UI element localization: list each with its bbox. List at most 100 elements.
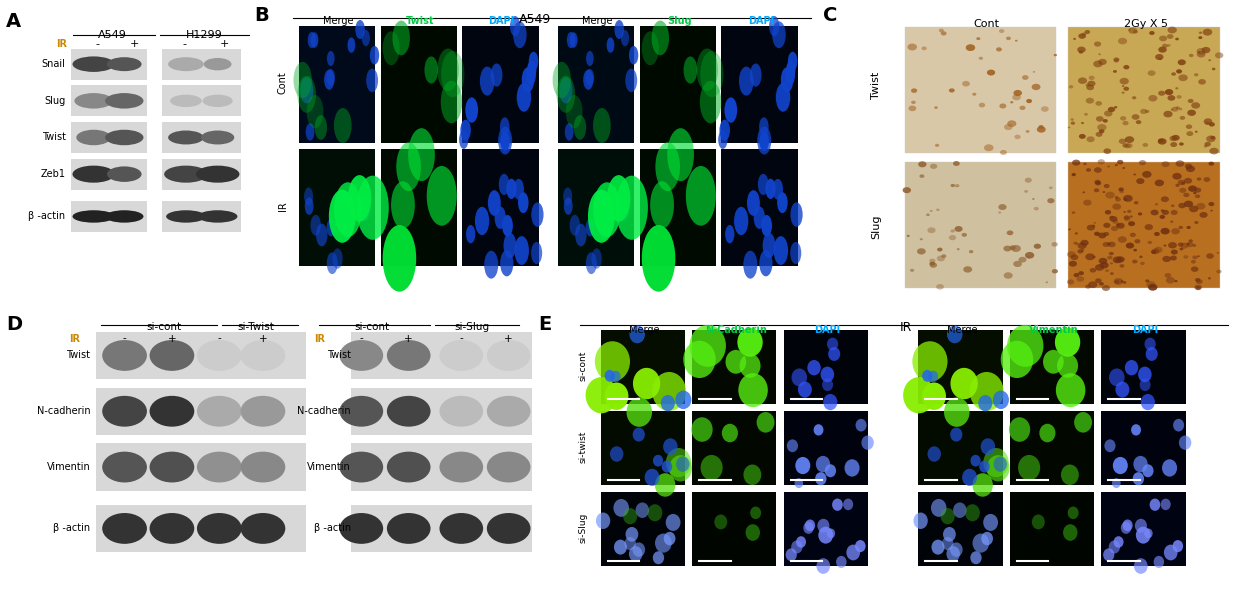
Circle shape bbox=[930, 259, 936, 263]
Ellipse shape bbox=[795, 457, 811, 474]
Circle shape bbox=[1167, 34, 1174, 39]
Circle shape bbox=[1067, 280, 1075, 284]
Ellipse shape bbox=[552, 62, 571, 98]
Ellipse shape bbox=[607, 175, 630, 221]
Circle shape bbox=[1096, 278, 1102, 283]
Ellipse shape bbox=[817, 519, 829, 533]
Circle shape bbox=[1104, 110, 1113, 116]
Circle shape bbox=[1160, 215, 1165, 219]
Circle shape bbox=[1188, 54, 1193, 57]
Ellipse shape bbox=[1140, 394, 1155, 410]
Ellipse shape bbox=[441, 51, 464, 97]
Circle shape bbox=[1104, 184, 1109, 188]
Ellipse shape bbox=[327, 69, 335, 86]
Ellipse shape bbox=[614, 539, 626, 554]
Text: -: - bbox=[359, 334, 363, 344]
Circle shape bbox=[1094, 264, 1104, 271]
Ellipse shape bbox=[594, 341, 630, 382]
Circle shape bbox=[966, 44, 976, 51]
Ellipse shape bbox=[105, 130, 144, 145]
Circle shape bbox=[1113, 58, 1119, 62]
Circle shape bbox=[1216, 269, 1222, 274]
Ellipse shape bbox=[563, 187, 572, 205]
Ellipse shape bbox=[386, 340, 431, 371]
Circle shape bbox=[1170, 256, 1177, 260]
Circle shape bbox=[1078, 77, 1087, 84]
Ellipse shape bbox=[847, 545, 860, 560]
Circle shape bbox=[1139, 256, 1143, 258]
Ellipse shape bbox=[613, 499, 629, 517]
Ellipse shape bbox=[500, 117, 510, 136]
Circle shape bbox=[1088, 76, 1094, 80]
Circle shape bbox=[927, 227, 936, 233]
Circle shape bbox=[948, 235, 956, 240]
Ellipse shape bbox=[494, 206, 506, 229]
Circle shape bbox=[1109, 216, 1118, 222]
Circle shape bbox=[1150, 209, 1159, 215]
Ellipse shape bbox=[931, 539, 945, 554]
Circle shape bbox=[1114, 278, 1123, 285]
Circle shape bbox=[1122, 92, 1124, 94]
Ellipse shape bbox=[614, 20, 624, 39]
Ellipse shape bbox=[569, 32, 577, 48]
Ellipse shape bbox=[527, 61, 536, 79]
Circle shape bbox=[1107, 166, 1110, 167]
Ellipse shape bbox=[980, 438, 995, 455]
Text: -: - bbox=[182, 39, 187, 49]
Text: Slug: Slug bbox=[667, 16, 691, 26]
Circle shape bbox=[909, 106, 916, 111]
Circle shape bbox=[930, 164, 937, 169]
Text: Snail: Snail bbox=[42, 59, 66, 69]
Text: Cont: Cont bbox=[277, 71, 287, 94]
Ellipse shape bbox=[521, 67, 535, 92]
Ellipse shape bbox=[994, 457, 1006, 472]
Circle shape bbox=[1171, 109, 1174, 110]
Ellipse shape bbox=[655, 142, 680, 191]
Ellipse shape bbox=[617, 196, 630, 221]
Circle shape bbox=[1078, 34, 1086, 39]
Ellipse shape bbox=[914, 512, 927, 529]
Circle shape bbox=[1171, 205, 1175, 207]
Ellipse shape bbox=[425, 56, 438, 83]
Ellipse shape bbox=[240, 396, 285, 427]
Ellipse shape bbox=[750, 506, 761, 519]
Ellipse shape bbox=[744, 464, 761, 485]
Circle shape bbox=[1188, 239, 1193, 242]
Ellipse shape bbox=[1140, 379, 1150, 391]
Ellipse shape bbox=[588, 190, 615, 243]
Ellipse shape bbox=[743, 251, 758, 278]
Ellipse shape bbox=[150, 340, 194, 371]
Circle shape bbox=[1184, 178, 1192, 184]
Ellipse shape bbox=[1055, 328, 1081, 357]
Ellipse shape bbox=[595, 512, 610, 529]
Ellipse shape bbox=[750, 64, 761, 86]
Circle shape bbox=[1175, 160, 1185, 167]
Circle shape bbox=[1175, 87, 1179, 89]
Ellipse shape bbox=[529, 52, 539, 71]
Ellipse shape bbox=[758, 174, 769, 195]
Circle shape bbox=[1039, 125, 1044, 129]
Ellipse shape bbox=[103, 396, 147, 427]
Circle shape bbox=[1140, 109, 1148, 114]
Ellipse shape bbox=[204, 58, 232, 70]
Ellipse shape bbox=[383, 31, 400, 65]
Ellipse shape bbox=[197, 340, 241, 371]
Ellipse shape bbox=[825, 464, 836, 477]
Ellipse shape bbox=[652, 455, 664, 467]
Bar bbox=[722, 26, 797, 143]
Ellipse shape bbox=[1172, 540, 1184, 552]
Circle shape bbox=[1159, 47, 1166, 53]
Circle shape bbox=[1206, 136, 1216, 142]
Circle shape bbox=[1167, 26, 1177, 34]
Text: H1299: H1299 bbox=[186, 31, 223, 40]
Circle shape bbox=[1186, 124, 1192, 129]
Ellipse shape bbox=[500, 250, 514, 277]
Circle shape bbox=[1167, 95, 1175, 101]
Ellipse shape bbox=[676, 391, 691, 409]
Text: si-cont: si-cont bbox=[354, 322, 390, 332]
Circle shape bbox=[1132, 114, 1139, 120]
Ellipse shape bbox=[604, 370, 615, 382]
Ellipse shape bbox=[761, 215, 773, 236]
Circle shape bbox=[1196, 48, 1206, 55]
Ellipse shape bbox=[1115, 382, 1129, 398]
